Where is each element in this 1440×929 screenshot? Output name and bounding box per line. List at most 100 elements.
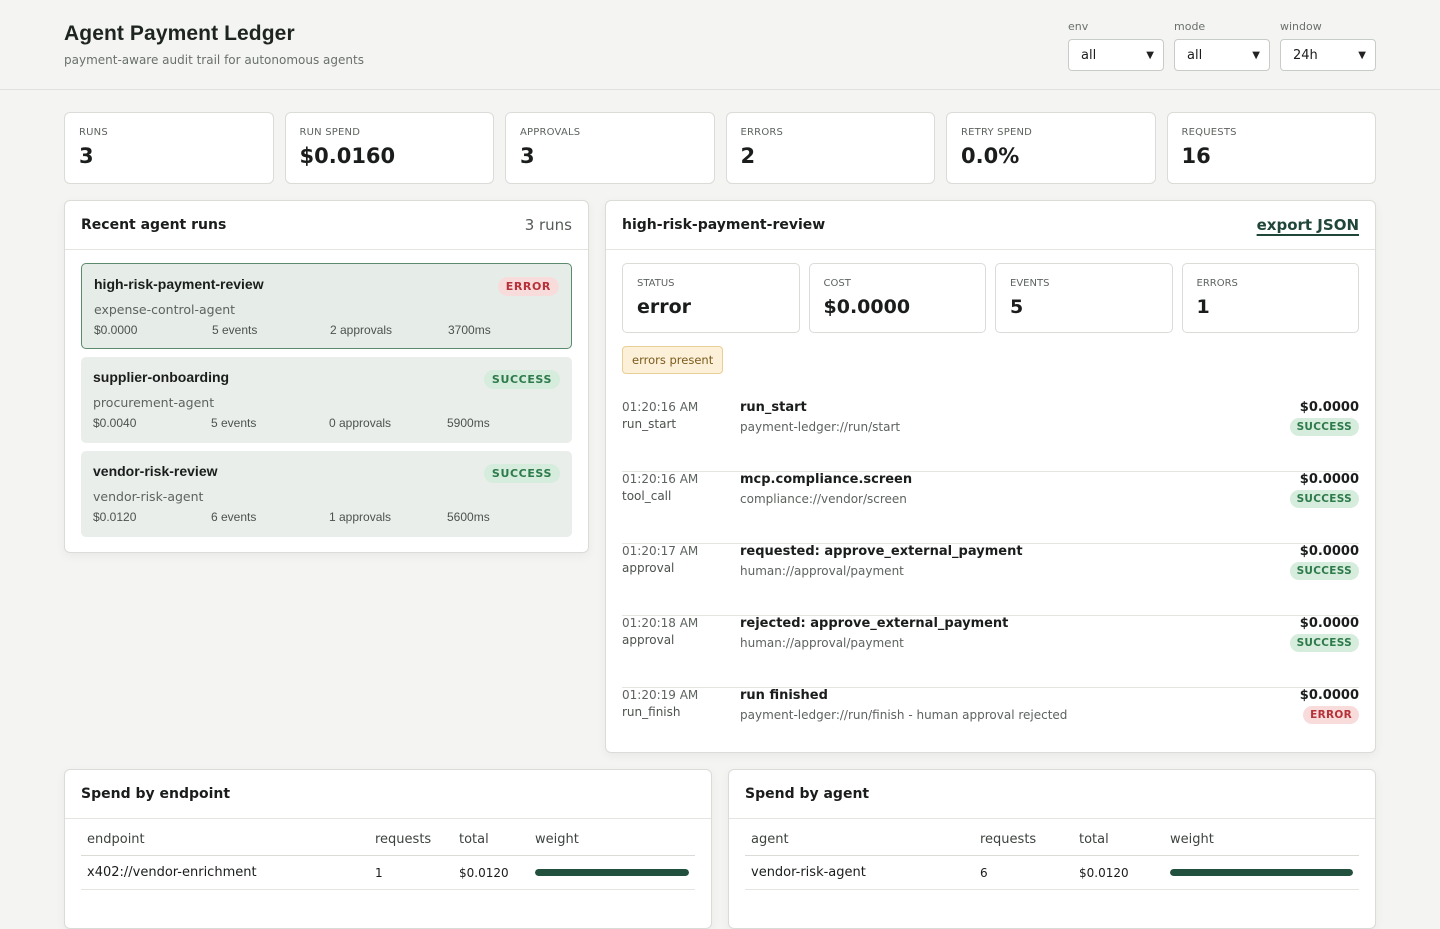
detail-stat-cost: COST $0.0000 (808, 263, 986, 333)
run-item-supplier-onboarding[interactable]: supplier-onboarding procurement-agent SU… (81, 357, 572, 443)
event-time: 01:20:16 AM (622, 400, 699, 414)
event-row[interactable]: 01:20:17 AM approval requested: approve_… (622, 544, 1359, 616)
column-header: agent (745, 832, 974, 856)
run-cost: $0.0000 (94, 323, 138, 337)
weight-cell (529, 855, 695, 890)
run-approvals: 1 approvals (329, 510, 392, 524)
stat-label: ERRORS (1196, 278, 1238, 289)
env-filter-label: env (1068, 20, 1089, 33)
status-badge: SUCCESS (1289, 490, 1359, 508)
run-duration: 5600ms (447, 510, 490, 524)
event-amount: $0.0000 (1299, 400, 1359, 415)
stat-retry-spend: RETRY SPEND 0.0% (946, 112, 1156, 184)
event-title: run finished (740, 688, 828, 703)
stat-approvals: APPROVALS 3 (505, 112, 715, 184)
stat-value: 3 (520, 144, 535, 168)
chevron-down-icon: ▼ (1358, 49, 1366, 61)
status-badge: SUCCESS (483, 464, 560, 483)
brand: Agent Payment Ledger payment-aware audit… (64, 22, 364, 67)
stat-requests: REQUESTS 16 (1166, 112, 1376, 184)
window-filter-label: window (1280, 20, 1322, 33)
stat-label: RUNS (79, 127, 108, 138)
event-row[interactable]: 01:20:16 AM tool_call mcp.compliance.scr… (622, 472, 1359, 544)
run-item-vendor-risk-review[interactable]: vendor-risk-review vendor-risk-agent SUC… (81, 451, 572, 537)
env-filter: env all ▼ (1068, 20, 1164, 71)
window-select-value: 24h (1293, 47, 1318, 63)
run-item-high-risk-payment-review[interactable]: high-risk-payment-review expense-control… (81, 263, 572, 349)
column-header: endpoint (81, 832, 369, 856)
env-select[interactable]: all ▼ (1068, 39, 1164, 71)
stat-value: 0.0% (961, 144, 1020, 168)
spend-endpoint-table: endpoint requests total weight x402://ve… (81, 832, 695, 890)
stat-value: $0.0160 (299, 144, 396, 168)
agent-cell: vendor-risk-agent (745, 855, 974, 890)
event-time: 01:20:16 AM (622, 472, 699, 486)
detail-stats: STATUS error COST $0.0000 EVENTS 5 ERROR… (622, 263, 1359, 333)
mode-select-value: all (1187, 47, 1203, 63)
run-detail-header: high-risk-payment-review export JSON (606, 201, 1375, 250)
run-detail-panel: high-risk-payment-review export JSON STA… (605, 200, 1376, 753)
event-title: requested: approve_external_payment (740, 544, 1023, 559)
stat-value: 1 (1196, 296, 1210, 318)
top-bar: Agent Payment Ledger payment-aware audit… (0, 0, 1440, 90)
run-duration: 5900ms (447, 416, 490, 430)
detail-stat-errors: ERRORS 1 (1181, 263, 1359, 333)
event-amount: $0.0000 (1299, 472, 1359, 487)
run-events: 6 events (211, 510, 257, 524)
env-select-value: all (1081, 47, 1097, 63)
requests-cell: 1 (369, 855, 453, 890)
event-row[interactable]: 01:20:18 AM approval rejected: approve_e… (622, 616, 1359, 688)
weight-cell (1164, 855, 1359, 890)
event-amount: $0.0000 (1299, 544, 1359, 559)
stat-label: COST (823, 278, 851, 289)
run-name: vendor-risk-review (93, 463, 218, 479)
run-name: supplier-onboarding (93, 369, 230, 385)
stat-run-spend: RUN SPEND $0.0160 (284, 112, 494, 184)
window-select[interactable]: 24h ▼ (1280, 39, 1376, 71)
stat-label: STATUS (637, 278, 675, 289)
event-kind: run_start (622, 417, 677, 431)
export-json-link[interactable]: export JSON (1256, 216, 1359, 234)
total-cell: $0.0120 (453, 855, 529, 890)
chevron-down-icon: ▼ (1252, 49, 1260, 61)
panel-title: Spend by endpoint (81, 786, 231, 802)
event-kind: approval (622, 561, 675, 575)
run-duration: 3700ms (448, 323, 491, 337)
window-filter: window 24h ▼ (1280, 20, 1376, 71)
spend-agent-header: Spend by agent (729, 770, 1375, 819)
filter-bar: env all ▼ mode all ▼ window 24h ▼ (1068, 20, 1376, 71)
stat-errors: ERRORS 2 (725, 112, 935, 184)
event-uri: payment-ledger://run/finish - human appr… (740, 708, 1068, 722)
run-cost: $0.0120 (93, 510, 137, 524)
total-cell: $0.0120 (1073, 855, 1164, 890)
stat-label: ERRORS (740, 127, 784, 138)
spend-by-agent-panel: Spend by agent agent requests total weig… (728, 769, 1376, 929)
event-row[interactable]: 01:20:16 AM run_start run_start payment-… (622, 400, 1359, 472)
event-row[interactable]: 01:20:19 AM run_finish run finished paym… (622, 688, 1359, 760)
event-kind: approval (622, 633, 675, 647)
run-events: 5 events (212, 323, 258, 337)
table-row: x402://vendor-enrichment 1 $0.0120 (81, 855, 695, 890)
run-cost: $0.0040 (93, 416, 137, 430)
status-badge: SUCCESS (483, 370, 560, 389)
summary-stats: RUNS 3 RUN SPEND $0.0160 APPROVALS 3 ERR… (64, 112, 1376, 184)
mode-select[interactable]: all ▼ (1174, 39, 1270, 71)
column-header: total (453, 832, 529, 856)
requests-cell: 6 (974, 855, 1073, 890)
stat-label: EVENTS (1010, 278, 1050, 289)
column-header: weight (1164, 832, 1359, 856)
event-title: rejected: approve_external_payment (740, 616, 1009, 631)
column-header: total (1073, 832, 1164, 856)
run-agent: vendor-risk-agent (93, 489, 204, 504)
status-badge: SUCCESS (1289, 562, 1359, 580)
detail-stat-events: EVENTS 5 (995, 263, 1173, 333)
column-header: requests (974, 832, 1073, 856)
column-header: weight (529, 832, 695, 856)
page-title: Agent Payment Ledger (64, 22, 295, 45)
status-badge: ERROR (497, 277, 559, 296)
run-name: high-risk-payment-review (94, 276, 264, 292)
event-time: 01:20:19 AM (622, 688, 699, 702)
panel-title: Spend by agent (745, 786, 870, 802)
event-title: mcp.compliance.screen (740, 472, 913, 487)
page-subtitle: payment-aware audit trail for autonomous… (64, 53, 364, 67)
